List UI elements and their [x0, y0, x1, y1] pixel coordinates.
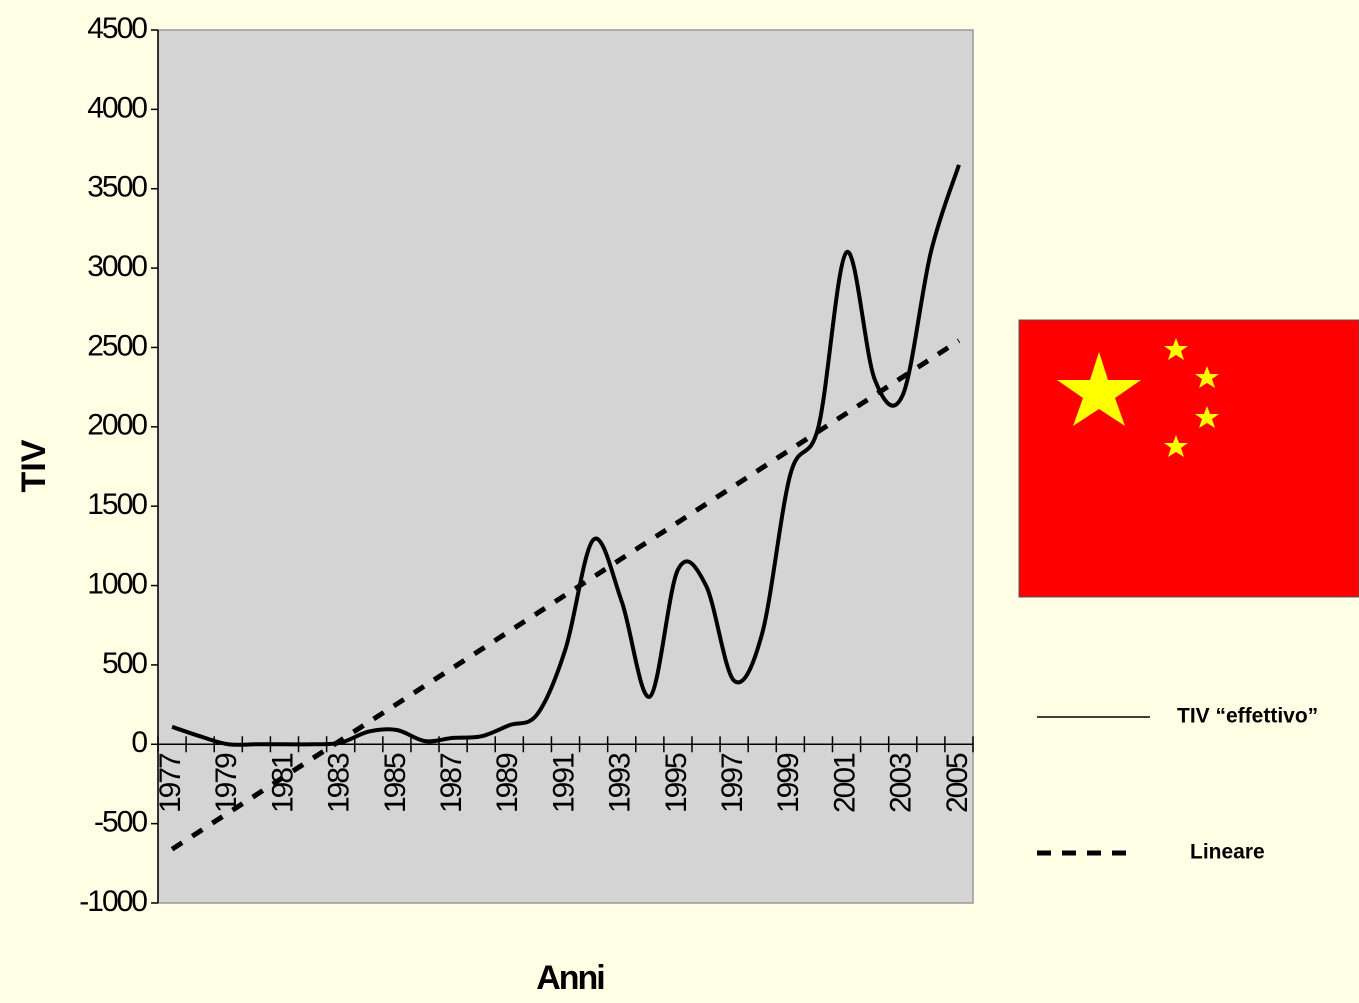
y-tick-label: 3500 [87, 171, 147, 204]
x-tick-label: 1995 [660, 753, 693, 813]
x-tick-label: 1991 [547, 753, 580, 813]
y-tick-label: -500 [94, 806, 147, 839]
y-tick-label: 1000 [87, 567, 147, 600]
x-tick-label: 1983 [323, 753, 356, 813]
x-tick-label: 1999 [772, 753, 805, 813]
x-tick-label: 1985 [379, 753, 412, 813]
x-tick-label: 1987 [435, 753, 468, 813]
x-tick-label: 2003 [885, 753, 918, 813]
y-tick-label: 2500 [87, 329, 147, 362]
x-tick-label: 1981 [266, 753, 299, 813]
x-tick-label: 1977 [154, 753, 187, 813]
flag [1018, 319, 1359, 598]
x-axis-title: Anni [536, 959, 604, 997]
x-tick-label: 2001 [828, 753, 861, 813]
y-tick-label: 4500 [87, 12, 147, 45]
series-line [171, 164, 961, 747]
y-tick-label: -1000 [79, 885, 147, 918]
y-tick-label: 3000 [87, 250, 147, 283]
y-tick-label: 0 [131, 726, 147, 759]
x-tick-label: 2005 [941, 753, 974, 813]
y-tick-label: 4000 [87, 91, 147, 124]
x-tick-label: 1989 [491, 753, 524, 813]
legend-label: TIV “effettivo” [1177, 705, 1318, 728]
x-tick-label: 1993 [604, 753, 637, 813]
y-tick-label: 500 [102, 647, 147, 680]
x-tick-label: 1997 [716, 753, 749, 813]
y-tick-label: 2000 [87, 409, 147, 442]
y-tick-label: 1500 [87, 488, 147, 521]
legend-label: Lineare [1190, 841, 1265, 864]
plot-area [157, 29, 974, 904]
y-axis-title: TIV [15, 439, 53, 492]
x-tick-label: 1979 [210, 753, 243, 813]
